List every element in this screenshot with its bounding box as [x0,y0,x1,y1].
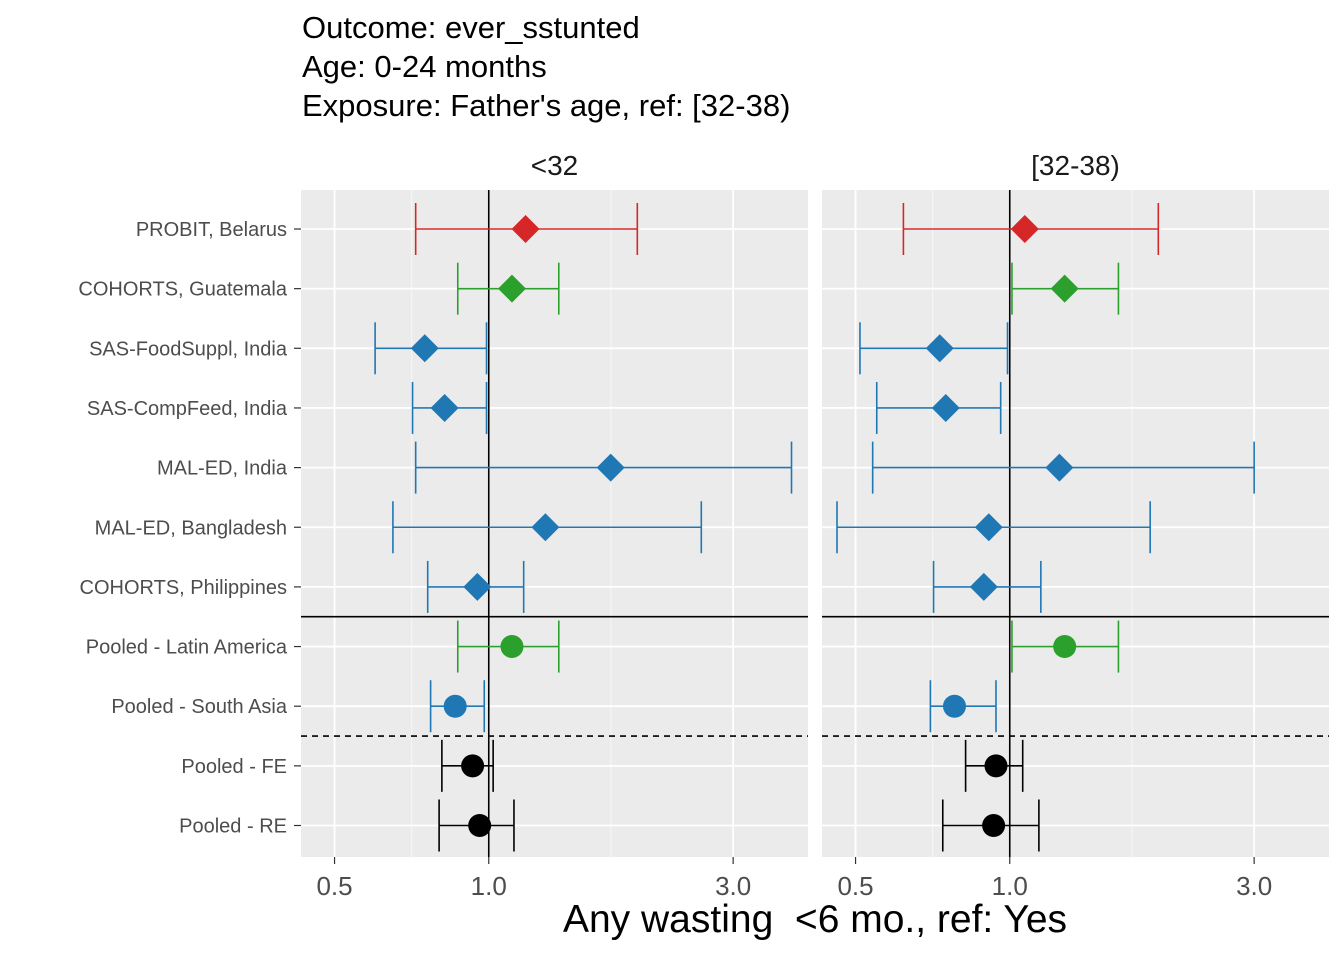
facet-panel: 0.5 1.0 3.0 [32-38) [822,150,1329,901]
panel-background [822,190,1329,857]
facet-panel: 0.5 1.0 3.0 <32 [301,150,808,901]
x-tick-label: 1.0 [992,871,1028,901]
x-tick-label: 3.0 [715,871,751,901]
x-tick-label: 0.5 [837,871,873,901]
row-label: Pooled - Latin America [86,637,288,659]
x-axis-label: Any wasting <6 mo., ref: Yes [562,898,1068,941]
point-estimate-diamond [969,572,998,601]
facet-strip-label: <32 [531,150,579,181]
x-tick-label: 3.0 [1236,871,1272,901]
row-label: MAL-ED, India [157,458,288,480]
point-estimate-diamond [596,453,625,482]
point-estimate-diamond [430,393,459,422]
row-label: Pooled - RE [179,816,287,838]
row-label: SAS-CompFeed, India [87,398,288,420]
row-label: SAS-FoodSuppl, India [89,338,288,360]
row-label: PROBIT, Belarus [136,219,287,241]
row-label: Pooled - South Asia [111,696,288,718]
chart-title-line-1: Outcome: ever_sstunted [302,10,640,45]
point-estimate-diamond [1050,274,1079,303]
point-estimate-circle [468,814,492,837]
point-estimate-circle [1053,635,1077,659]
point-estimate-diamond [1045,453,1074,482]
row-label: MAL-ED, Bangladesh [95,517,287,539]
facet-strip-label: [32-38) [1031,150,1120,181]
chart-title-line-3: Exposure: Father's age, ref: [32-38) [302,88,791,123]
point-estimate-diamond [531,513,560,542]
point-estimate-circle [942,694,966,718]
point-estimate-diamond [931,393,960,422]
row-label: COHORTS, Philippines [80,577,287,599]
point-estimate-diamond [511,215,540,243]
point-estimate-circle [500,635,524,659]
x-tick-label: 0.5 [316,871,352,901]
row-label: COHORTS, Guatemala [78,279,287,301]
point-estimate-circle [443,694,467,718]
point-estimate-diamond [925,334,954,363]
point-estimate-circle [461,754,485,778]
point-estimate-circle [982,814,1006,837]
point-estimate-diamond [463,572,492,601]
point-estimate-diamond [410,334,439,363]
x-tick-label: 1.0 [471,871,507,901]
chart-title-line-2: Age: 0-24 months [302,49,547,84]
point-estimate-diamond [497,274,526,303]
row-label: Pooled - FE [181,756,287,778]
point-estimate-diamond [974,513,1003,542]
point-estimate-diamond [1010,215,1039,243]
point-estimate-circle [984,754,1008,778]
